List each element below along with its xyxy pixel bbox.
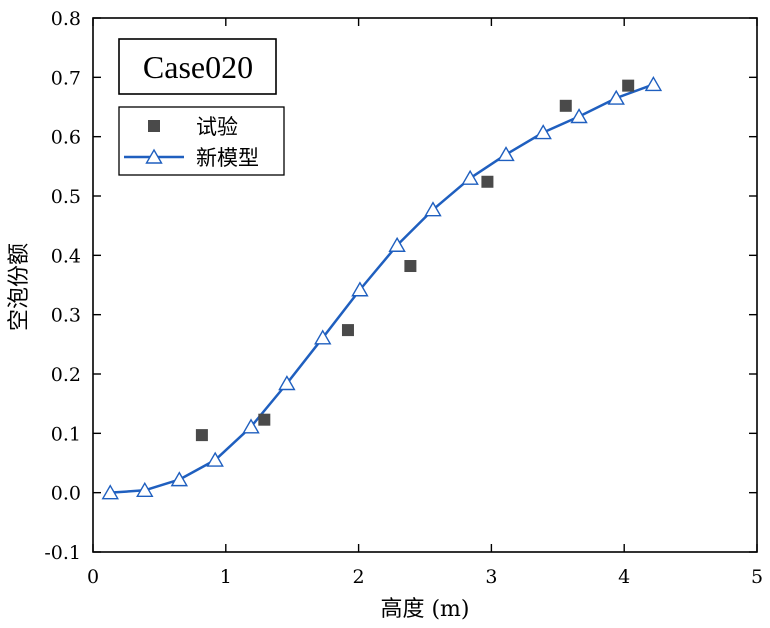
- data-point-new-model: [607, 89, 625, 105]
- y-tick-label: 0.6: [51, 127, 81, 149]
- data-point-new-model: [351, 281, 369, 297]
- x-tick-label: 3: [485, 566, 497, 588]
- data-point-new-model: [136, 481, 154, 497]
- data-point-experiment: [559, 99, 572, 112]
- y-tick-label: 0.7: [51, 67, 81, 89]
- case-annotation: Case020: [118, 38, 277, 95]
- x-tick-label: 4: [618, 566, 630, 588]
- y-tick-label: 0.0: [51, 483, 81, 505]
- data-point-experiment: [341, 324, 354, 337]
- legend: 试验 新模型: [118, 106, 285, 176]
- data-point-new-model: [242, 418, 260, 434]
- case-annotation-box: [118, 38, 277, 95]
- data-point-new-model: [278, 375, 296, 391]
- y-tick-label: 0.3: [51, 305, 81, 327]
- data-point-new-model: [206, 451, 224, 467]
- data-point-new-model: [461, 169, 479, 185]
- data-point-new-model: [101, 484, 119, 500]
- data-point-experiment: [481, 175, 494, 188]
- x-axis-title: 高度 (m): [380, 597, 469, 622]
- x-tick-label: 5: [751, 566, 763, 588]
- data-point-new-model: [534, 124, 552, 140]
- x-tick-label: 2: [353, 566, 365, 588]
- data-point-experiment: [622, 79, 635, 92]
- legend-marker-square: [148, 120, 160, 132]
- data-point-new-model: [170, 471, 189, 487]
- y-tick-label: 0.5: [51, 186, 81, 208]
- x-tick-label: 1: [220, 566, 232, 588]
- legend-label-new-model: 新模型: [196, 146, 259, 170]
- series-layer: [101, 76, 663, 500]
- y-tick-label: 0.2: [51, 364, 81, 386]
- data-point-new-model: [644, 76, 663, 92]
- series-line-new-model: [110, 83, 654, 494]
- y-tick-label: -0.1: [44, 542, 81, 564]
- x-tick-label: 0: [87, 566, 99, 588]
- data-point-experiment: [195, 429, 208, 442]
- data-point-new-model: [570, 108, 588, 124]
- y-tick-label: 0.8: [51, 8, 81, 30]
- data-point-new-model: [314, 329, 332, 345]
- legend-label-experiment: 试验: [196, 115, 238, 139]
- y-axis-title: 空泡份额: [7, 243, 32, 331]
- legend-marker-triangle: [145, 148, 163, 164]
- plot-frame: [92, 17, 758, 553]
- y-tick-label: 0.4: [51, 245, 81, 267]
- y-tick-label: 0.1: [51, 423, 81, 445]
- axes: 0 1 2 3 4 5 -0.1 0.0 0.1 0.2 0.3 0.4 0.5 0.6 0.7 0.8: [44, 8, 763, 588]
- data-point-experiment: [404, 260, 417, 273]
- data-point-new-model: [497, 146, 515, 162]
- data-point-new-model: [424, 201, 442, 217]
- case-annotation-label: Case020: [143, 49, 253, 85]
- data-point-new-model: [388, 236, 406, 252]
- data-point-experiment: [258, 413, 271, 426]
